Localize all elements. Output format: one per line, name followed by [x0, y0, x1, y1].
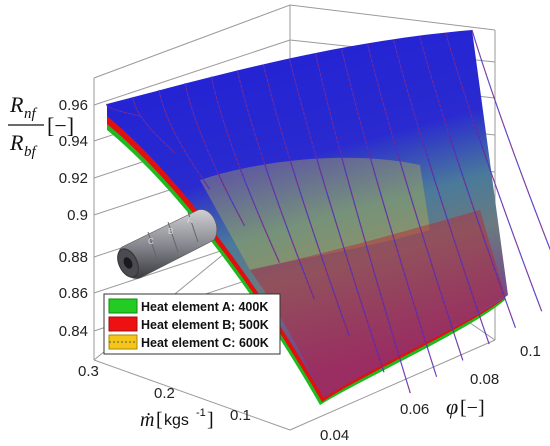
x-tick-label: 0.1	[230, 407, 251, 424]
x-label-exponent: -1	[196, 407, 206, 419]
z-tick-label: 0.94	[59, 133, 88, 150]
z-label-numerator: R	[9, 92, 24, 117]
z-axis: 0.96 0.94 0.92 0.9 0.88 0.86 0.84	[59, 97, 88, 340]
x-label-unit: [	[156, 409, 163, 431]
z-label-denominator: R	[9, 130, 24, 155]
y-tick-label: 0.06	[400, 401, 429, 418]
z-label-num-sub: nf	[24, 106, 38, 122]
surface	[106, 29, 550, 405]
surface-mesh-red	[106, 29, 550, 394]
x-label-close-bracket: ]	[207, 409, 214, 431]
y-label-symbol: φ	[446, 394, 458, 419]
y-tick-label: 0.04	[320, 427, 349, 444]
mesh-line-red	[210, 76, 280, 263]
mesh-line	[314, 53, 411, 394]
x-tick-label: 0.2	[154, 385, 175, 402]
z-tick-label: 0.9	[67, 207, 88, 224]
mesh-line-red	[445, 33, 543, 312]
legend-label-a: Heat element A: 400K	[141, 300, 268, 314]
inset-label-b: B	[168, 227, 173, 236]
legend-label-c: Heat element C: 600K	[141, 336, 269, 350]
legend-label-b: Heat element B; 500K	[141, 318, 269, 332]
y-tick-label: 0.1	[520, 343, 541, 360]
mesh-line-red	[367, 44, 464, 361]
legend-swatch-b	[108, 316, 138, 332]
x-axis: 0.3 0.2 0.1	[78, 363, 251, 424]
mesh-line-red	[419, 36, 516, 328]
z-label-unit: [−]	[47, 113, 74, 138]
x-label-unit-text: kgs	[164, 412, 189, 429]
mesh-line-red	[158, 89, 211, 190]
z-axis-label: R nf R bf [−]	[8, 92, 74, 160]
z-tick-label: 0.88	[59, 249, 88, 266]
z-tick-label: 0.92	[59, 170, 88, 187]
mesh-line-red	[289, 58, 385, 373]
x-label-symbol: ṁ	[140, 409, 154, 431]
z-gridline	[93, 39, 291, 106]
mesh-line-red	[341, 49, 437, 377]
y-axis-label: φ [−]	[446, 394, 485, 419]
mesh-line-red	[263, 64, 350, 336]
mesh-line-red	[236, 70, 315, 300]
surface-yellow-band	[200, 157, 430, 270]
z-label-den-sub: bf	[24, 144, 38, 160]
mesh-line-red	[393, 40, 490, 345]
y-axis: 0.04 0.06 0.08 0.1	[320, 343, 541, 444]
cylinder-bore	[123, 257, 133, 269]
cylinder-ring	[147, 231, 159, 263]
y-label-unit: [−]	[460, 397, 485, 419]
z-tick-label: 0.86	[59, 285, 88, 302]
mesh-line-red	[132, 96, 176, 153]
x-tick-label: 0.3	[78, 363, 99, 380]
mesh-line-red	[106, 103, 141, 117]
x-axis-label: ṁ [ kgs -1 ]	[140, 407, 214, 431]
heat-element-inset: C B A	[117, 209, 218, 279]
inset-label-a: A	[187, 216, 193, 225]
inset-label-c: C	[148, 237, 154, 246]
cylinder-ring	[187, 211, 199, 243]
z-tick-label: 0.96	[59, 97, 88, 114]
mesh-line-red	[184, 83, 245, 227]
y-tick-label: 0.08	[470, 371, 499, 388]
mesh-line-red	[471, 29, 550, 251]
surface-red-band	[250, 210, 505, 398]
cylinder-ring	[167, 221, 179, 253]
floor-front-left	[93, 359, 291, 431]
z-tick-label: 0.84	[59, 323, 88, 340]
legend: Heat element A: 400K Heat element B; 500…	[103, 293, 281, 355]
legend-swatch-a	[108, 298, 138, 314]
